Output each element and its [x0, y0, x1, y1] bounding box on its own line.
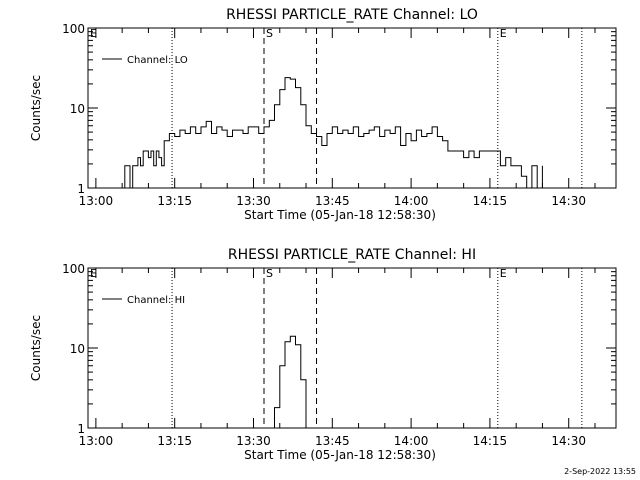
- chart-title-hi: RHESSI PARTICLE_RATE Channel: HI: [228, 247, 476, 263]
- x-tick-label-1400: 14:00: [394, 194, 429, 208]
- marker-label-S-2: S: [266, 27, 273, 40]
- y-tick-label-1: 1: [77, 182, 85, 196]
- y-tick-label-10: 10: [70, 342, 85, 356]
- panel-hi-channel: RHESSI PARTICLE_RATE Channel: HI 1 10 100 13…: [29, 247, 617, 462]
- x-tick-label-1400: 14:00: [394, 434, 429, 448]
- y-tick-label-100: 100: [62, 22, 85, 36]
- x-tick-label-1415: 14:15: [473, 434, 508, 448]
- x-tick-label-1430: 14:30: [551, 194, 586, 208]
- x-tick-label-1315: 13:15: [157, 194, 192, 208]
- footer-timestamp: 2-Sep-2022 13:55: [564, 467, 636, 476]
- legend-label-hi: Channel: HI: [127, 295, 185, 306]
- panel-lo-channel: RHESSI PARTICLE_RATE Channel: LO 1 10 100 13…: [29, 7, 617, 222]
- series-line-lo: [124, 77, 543, 188]
- plot-frame-lo: [87, 27, 617, 189]
- x-tick-label-1300: 13:00: [79, 194, 114, 208]
- marker-label-E-0: E: [90, 267, 97, 280]
- x-axis-label-lo: Start Time (05-Jan-18 12:58:30): [244, 208, 436, 222]
- series-line-hi: [274, 335, 307, 428]
- y-tick-label-1: 1: [77, 422, 85, 436]
- marker-label-E-4: E: [500, 267, 507, 280]
- y-tick-label-100: 100: [62, 262, 85, 276]
- y-tick-label-10: 10: [70, 102, 85, 116]
- marker-label-E-4: E: [500, 27, 507, 40]
- x-tick-label-1330: 13:30: [236, 194, 271, 208]
- y-axis-label-lo: Counts/sec: [29, 75, 43, 141]
- y-axis-label-hi: Counts/sec: [29, 315, 43, 381]
- legend-label-lo: Channel: LO: [127, 55, 188, 66]
- marker-label-S-2: S: [266, 267, 273, 280]
- plot-frame-hi: [87, 267, 617, 429]
- x-tick-label-1430: 14:30: [551, 434, 586, 448]
- chart-title-lo: RHESSI PARTICLE_RATE Channel: LO: [226, 7, 478, 23]
- x-tick-label-1415: 14:15: [473, 194, 508, 208]
- x-tick-label-1345: 13:45: [315, 434, 350, 448]
- x-axis-label-hi: Start Time (05-Jan-18 12:58:30): [244, 448, 436, 462]
- x-tick-label-1330: 13:30: [236, 434, 271, 448]
- x-tick-label-1315: 13:15: [157, 434, 192, 448]
- x-tick-label-1345: 13:45: [315, 194, 350, 208]
- marker-label-E-0: E: [90, 27, 97, 40]
- x-tick-label-1300: 13:00: [79, 434, 114, 448]
